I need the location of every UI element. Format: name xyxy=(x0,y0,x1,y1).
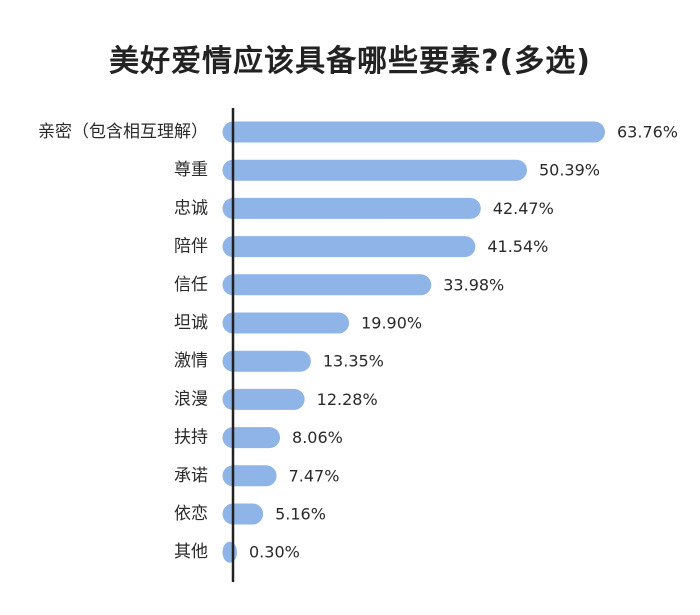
value-label-8: 8.06% xyxy=(292,428,343,447)
bar-2 xyxy=(222,197,481,219)
category-label-5: 坦诚 xyxy=(174,313,208,333)
bar-0 xyxy=(222,121,605,143)
value-label-4: 33.98% xyxy=(443,275,504,294)
value-label-1: 50.39% xyxy=(539,161,600,180)
bar-6 xyxy=(222,350,311,372)
category-label-8: 扶持 xyxy=(174,428,208,448)
category-label-7: 浪漫 xyxy=(174,389,208,409)
bar-8 xyxy=(222,427,281,449)
category-label-2: 忠诚 xyxy=(174,198,208,218)
category-label-3: 陪伴 xyxy=(174,237,208,257)
value-label-5: 19.90% xyxy=(361,314,422,333)
chart-title: 美好爱情应该具备哪些要素?(多选) xyxy=(109,44,591,79)
bar-9 xyxy=(222,465,277,487)
value-label-10: 5.16% xyxy=(275,505,326,524)
value-label-7: 12.28% xyxy=(317,390,378,409)
value-label-11: 0.30% xyxy=(249,543,300,562)
bar-5 xyxy=(222,312,350,334)
value-label-2: 42.47% xyxy=(493,199,554,218)
category-label-10: 依恋 xyxy=(174,503,208,524)
value-label-6: 13.35% xyxy=(323,352,384,371)
category-label-9: 承诺 xyxy=(174,466,208,486)
category-label-6: 激情 xyxy=(174,351,208,371)
value-label-9: 7.47% xyxy=(289,466,340,485)
category-label-0: 亲密（包含相互理解） xyxy=(38,122,208,142)
bar-4 xyxy=(222,274,432,296)
value-label-3: 41.54% xyxy=(487,237,548,256)
category-label-1: 尊重 xyxy=(174,160,208,180)
value-label-0: 63.76% xyxy=(617,123,678,142)
bar-11 xyxy=(222,541,237,563)
bar-10 xyxy=(222,503,264,525)
bar-7 xyxy=(222,388,305,410)
bar-3 xyxy=(222,236,476,258)
category-label-4: 信任 xyxy=(174,275,208,295)
bar-1 xyxy=(222,159,527,181)
category-label-11: 其他 xyxy=(174,542,208,562)
